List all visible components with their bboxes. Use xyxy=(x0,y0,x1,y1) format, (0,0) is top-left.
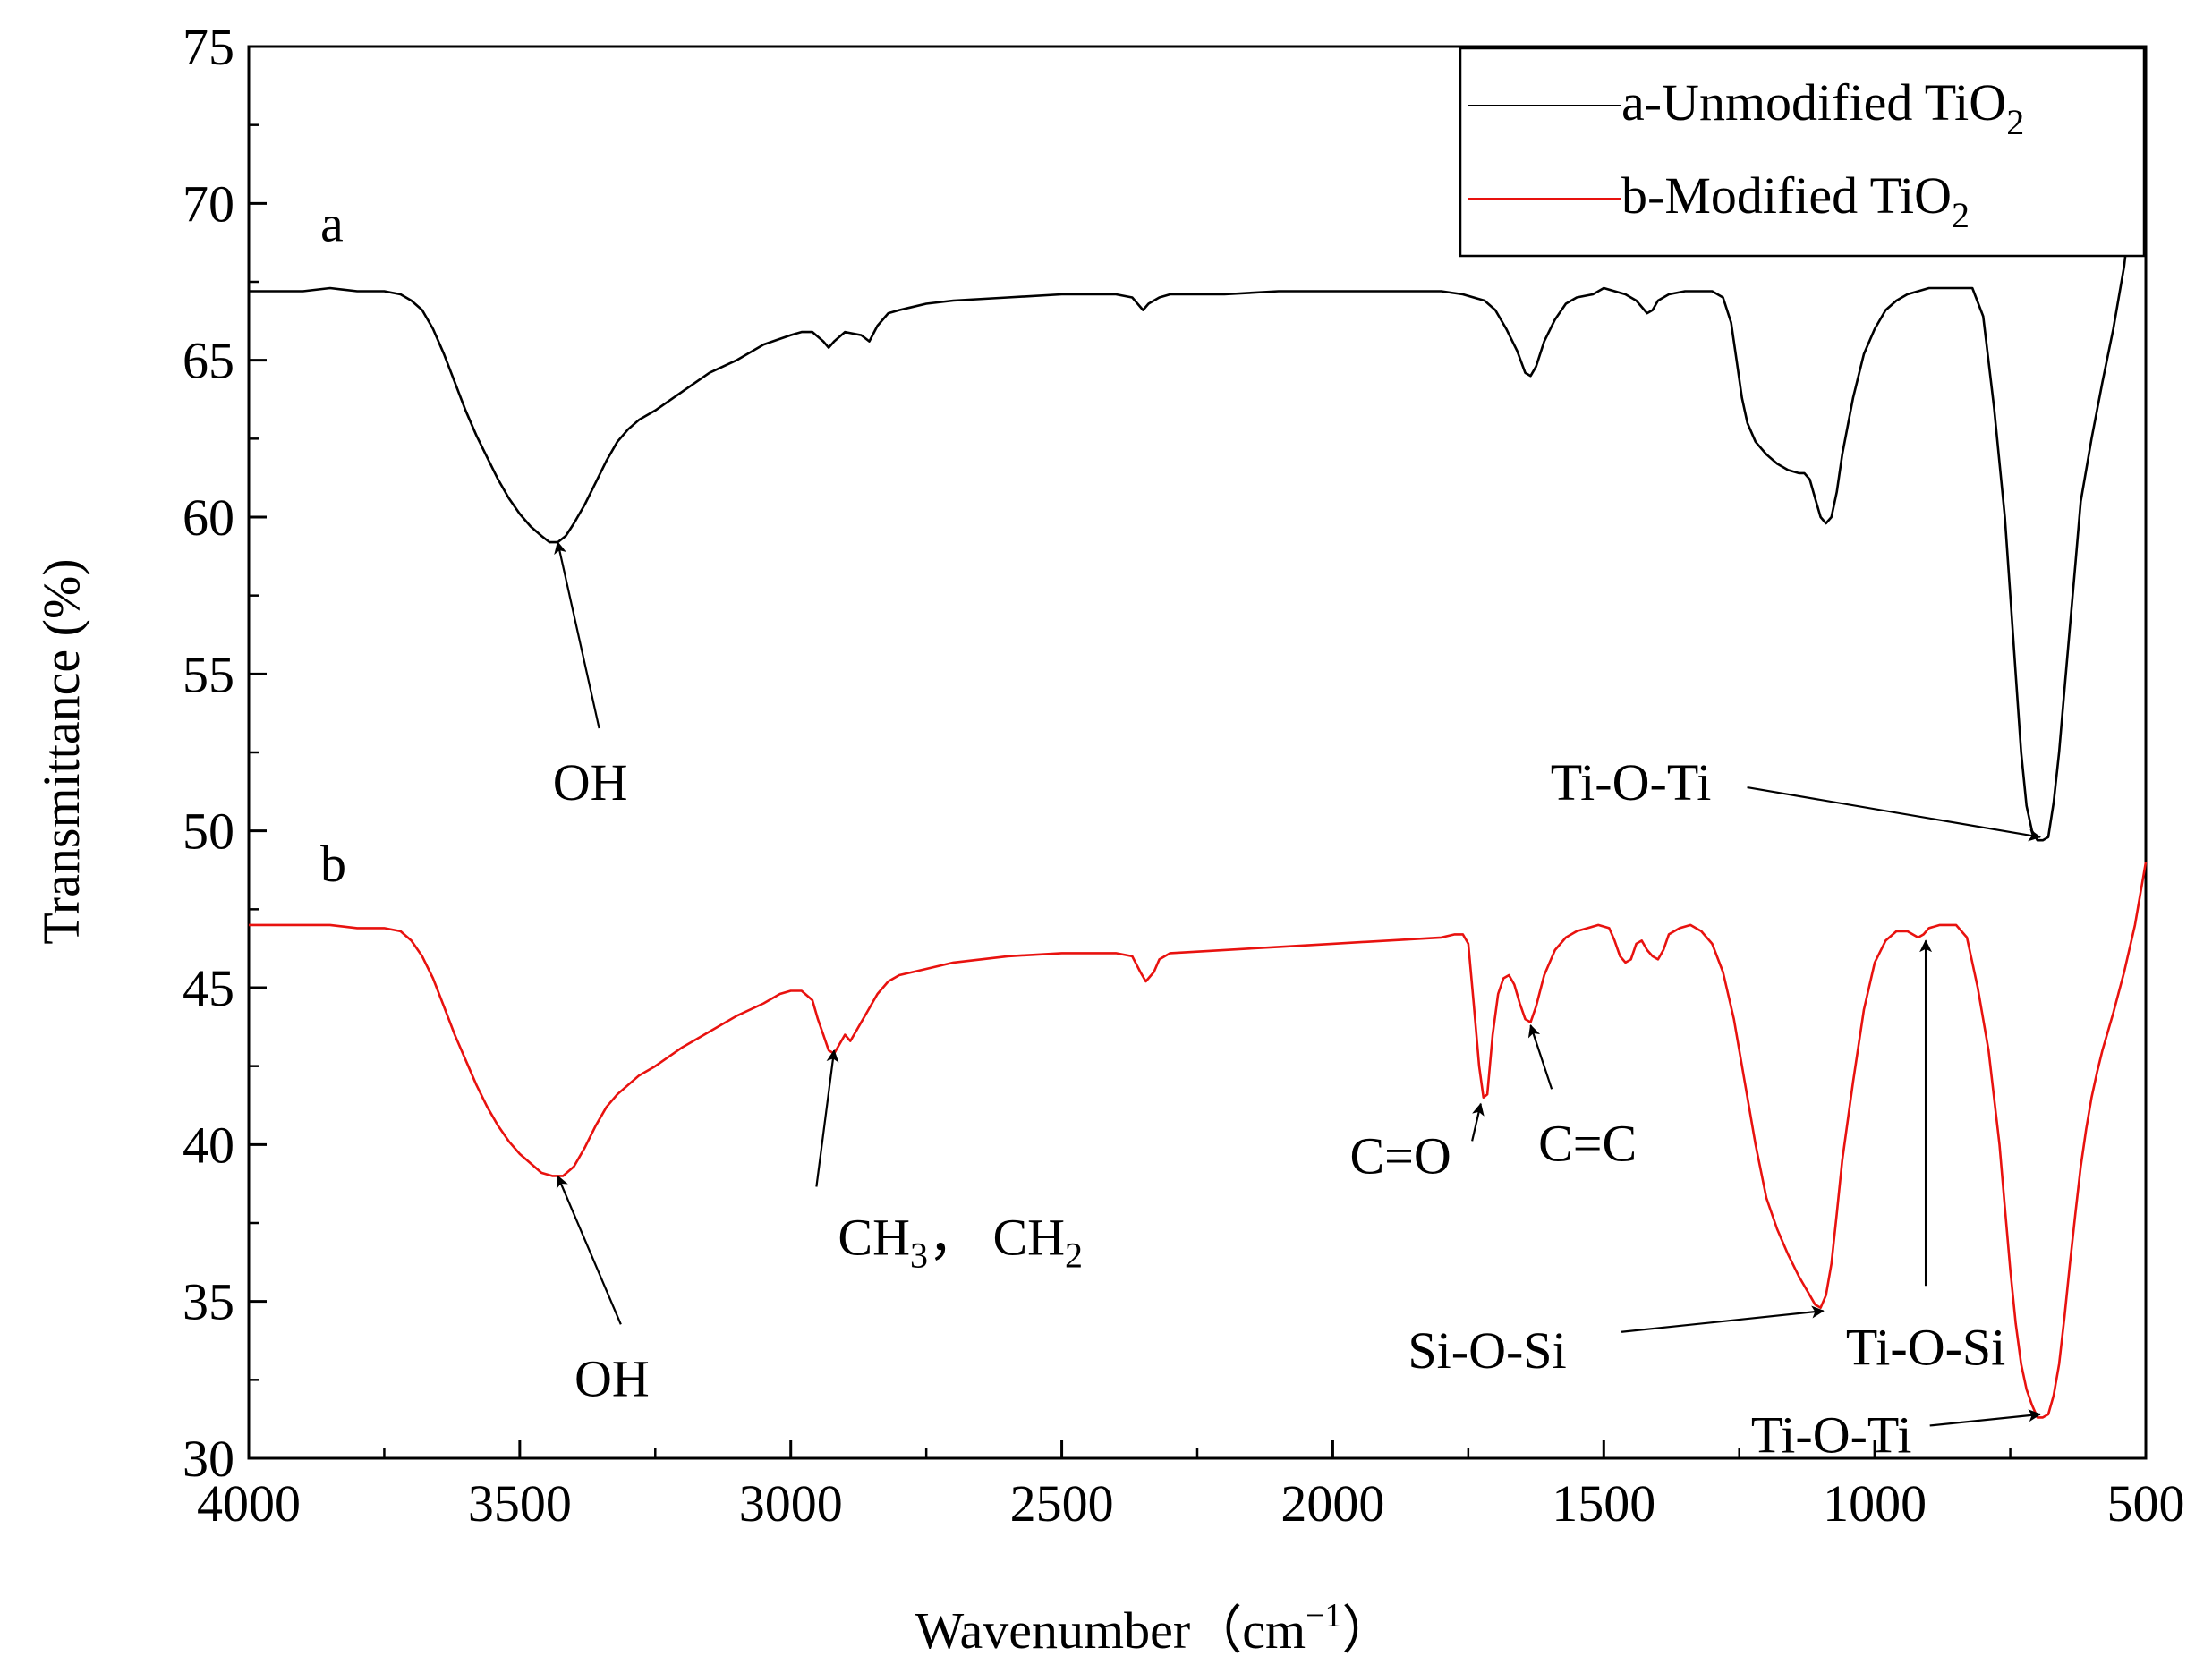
x-tick-label-1000: 1000 xyxy=(1823,1474,1927,1533)
annotation-arrow-1 xyxy=(1747,786,2042,842)
y-tick-label-65: 65 xyxy=(183,332,234,390)
y-tick-label-60: 60 xyxy=(183,488,234,547)
annotation-label-1: Ti-O-Ti xyxy=(1551,753,1712,811)
y-axis: 30 35 40 45 50 55 60 65 70 75 xyxy=(183,18,267,1488)
series-line-b xyxy=(249,862,2148,1419)
series-line-a xyxy=(249,46,2148,842)
annotation-arrow-3 xyxy=(815,1049,839,1187)
annotation-arrow-6 xyxy=(1621,1305,1825,1333)
annotation-arrow-0 xyxy=(554,540,600,729)
x-tick-label-500: 500 xyxy=(2107,1474,2185,1533)
annotation-label-5: C=C xyxy=(1538,1114,1637,1172)
x-tick-label-2500: 2500 xyxy=(1010,1474,1114,1533)
annotation-label-8: Ti-O-Ti xyxy=(1751,1405,1912,1464)
curve-label-b: b xyxy=(320,835,346,893)
annotation-label-3: CH3， CH2 xyxy=(838,1209,1083,1276)
y-tick-label-40: 40 xyxy=(183,1116,234,1174)
annotation-label-0: OH xyxy=(553,753,628,811)
x-tick-label-3500: 3500 xyxy=(468,1474,572,1533)
plot-frame xyxy=(247,45,2148,1460)
y-tick-label-35: 35 xyxy=(183,1273,234,1331)
x-axis: 4000 3500 3000 2500 2000 1500 1000 500 xyxy=(197,1440,2185,1533)
x-tick-label-3000: 3000 xyxy=(739,1474,843,1533)
annotation-arrow-2 xyxy=(556,1175,622,1325)
x-axis-title: Wavenumber（cm−1） xyxy=(915,1597,1393,1660)
annotation-arrow-5 xyxy=(1527,1023,1553,1090)
legend-box xyxy=(1459,47,2146,258)
y-tick-label-50: 50 xyxy=(183,803,234,861)
y-axis-title: Transmittance (%) xyxy=(32,558,90,944)
y-tick-label-75: 75 xyxy=(183,18,234,76)
annotation-label-2: OH xyxy=(574,1349,650,1407)
y-tick-label-45: 45 xyxy=(183,959,234,1017)
x-tick-label-1500: 1500 xyxy=(1552,1474,1655,1533)
y-tick-label-30: 30 xyxy=(183,1430,234,1488)
series-layer: ab xyxy=(249,46,2148,1419)
curve-label-a: a xyxy=(320,194,344,252)
annotation-arrow-8 xyxy=(1929,1409,2042,1427)
annotation-label-4: C=O xyxy=(1350,1126,1451,1185)
annotation-arrow-4 xyxy=(1471,1102,1485,1142)
legend: a-Unmodified TiO2 b-Modified TiO2 xyxy=(1459,47,2146,258)
x-tick-label-2000: 2000 xyxy=(1280,1474,1384,1533)
annotation-layer: OH Ti-O-Ti OH CH3， CH2 C=O C=C Si-O-Si Ti-O-Si T… xyxy=(553,540,2042,1464)
y-tick-label-70: 70 xyxy=(183,174,234,233)
legend-label-a: a-Unmodified TiO2 xyxy=(1621,73,2024,142)
legend-label-b: b-Modified TiO2 xyxy=(1621,166,1970,235)
annotation-label-7: Ti-O-Si xyxy=(1846,1318,2005,1376)
x-tick-label-4000: 4000 xyxy=(197,1474,301,1533)
y-tick-label-55: 55 xyxy=(183,645,234,703)
annotation-label-6: Si-O-Si xyxy=(1408,1321,1566,1380)
